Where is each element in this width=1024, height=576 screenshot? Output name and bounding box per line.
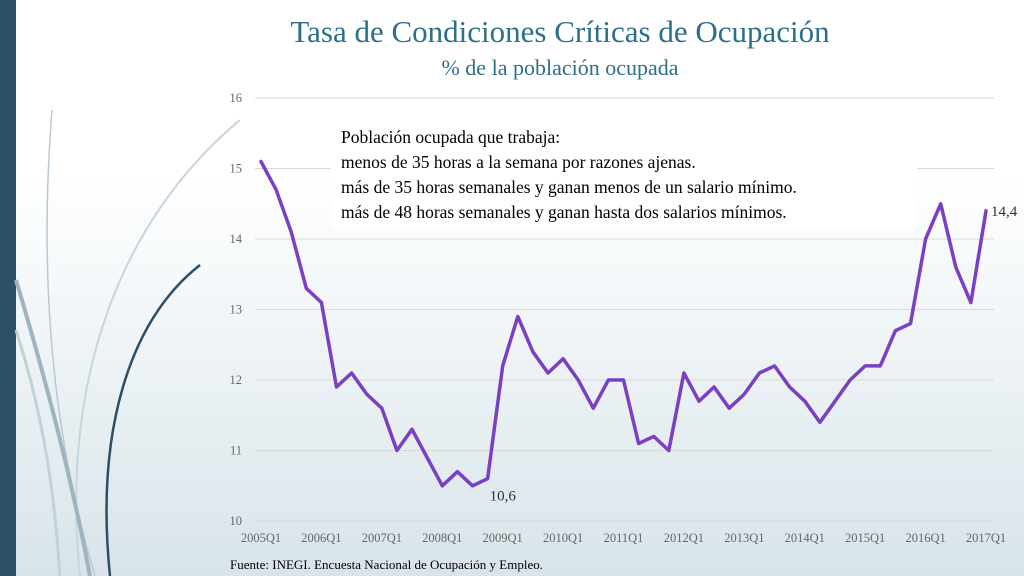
- x-tick-label: 2006Q1: [301, 531, 341, 545]
- note-line: Población ocupada que trabaja:: [341, 127, 561, 147]
- y-tick-label: 13: [230, 303, 243, 317]
- y-tick-label: 16: [230, 91, 243, 105]
- data-label: 14,4: [991, 204, 1018, 220]
- chart-title: Tasa de Condiciones Críticas de Ocupació…: [290, 14, 830, 49]
- x-tick-label: 2010Q1: [543, 531, 583, 545]
- x-tick-label: 2016Q1: [905, 531, 945, 545]
- x-tick-label: 2014Q1: [785, 531, 825, 545]
- y-tick-label: 15: [230, 162, 243, 176]
- x-tick-label: 2015Q1: [845, 531, 885, 545]
- source-note: Fuente: INEGI. Encuesta Nacional de Ocup…: [230, 557, 543, 572]
- x-tick-label: 2017Q1: [966, 531, 1006, 545]
- data-label: 10,6: [490, 489, 517, 505]
- note-line: más de 35 horas semanales y ganan menos …: [341, 177, 797, 197]
- decorative-curves: [14, 109, 240, 576]
- x-tick-label: 2013Q1: [724, 531, 764, 545]
- x-tick-label: 2007Q1: [362, 531, 402, 545]
- x-tick-label: 2012Q1: [664, 531, 704, 545]
- left-accent-bar: [0, 0, 16, 576]
- x-tick-label: 2011Q1: [604, 531, 644, 545]
- note-line: menos de 35 horas a la semana por razone…: [341, 152, 696, 172]
- note-line: más de 48 horas semanales y ganan hasta …: [341, 202, 787, 222]
- x-tick-label: 2009Q1: [483, 531, 523, 545]
- y-tick-label: 11: [230, 444, 242, 458]
- x-tick-label: 2008Q1: [422, 531, 462, 545]
- data-labels: 10,6 14,4: [490, 204, 1018, 505]
- x-axis-ticks: 2005Q1 2006Q1 2007Q1 2008Q1 2009Q1 2010Q1 2011…: [241, 531, 1006, 545]
- y-tick-label: 10: [230, 514, 243, 528]
- y-tick-label: 12: [230, 373, 243, 387]
- series-line: [259, 159, 988, 488]
- y-axis-ticks: 10 11 12 13 14 15 16: [230, 91, 243, 528]
- x-tick-label: 2005Q1: [241, 531, 281, 545]
- y-tick-label: 14: [230, 232, 243, 246]
- definition-note-box: Población ocupada que trabaja: menos de …: [331, 119, 917, 229]
- chart-subtitle: % de la población ocupada: [441, 55, 679, 80]
